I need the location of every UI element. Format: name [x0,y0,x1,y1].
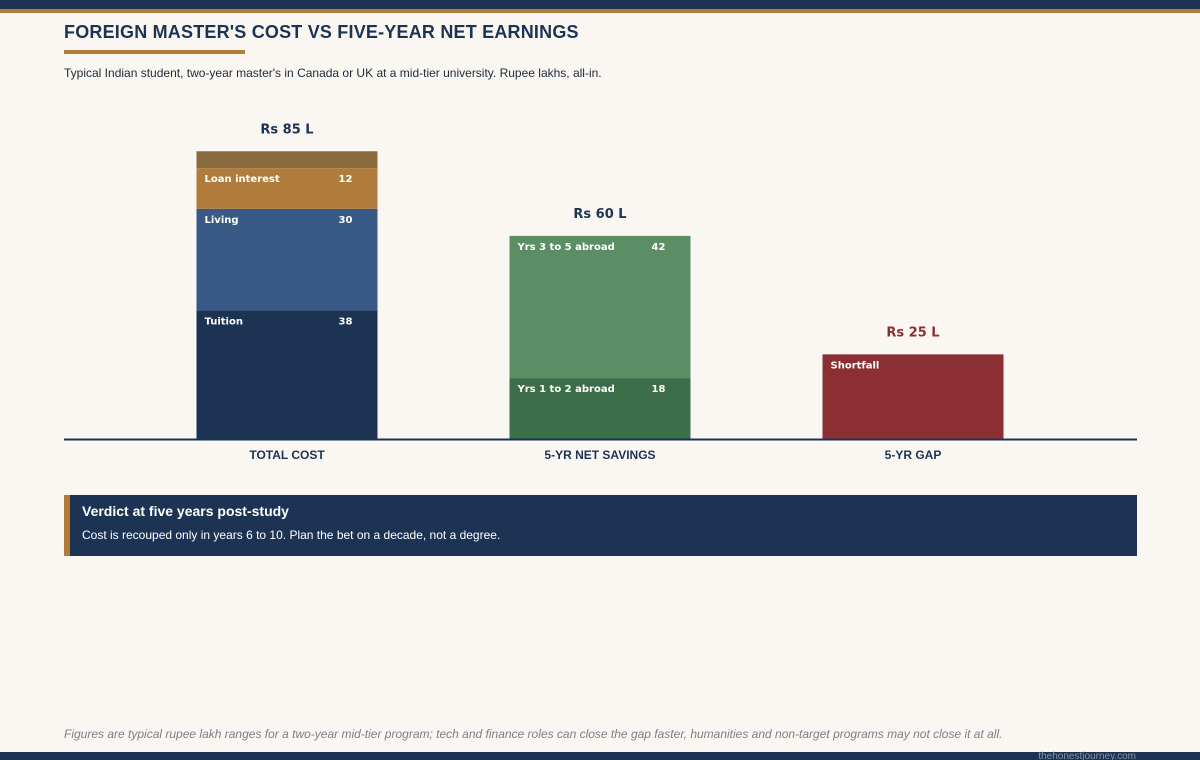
category-label: 5-YR GAP [885,448,942,462]
chart-subtitle: Typical Indian student, two-year master'… [64,66,602,80]
category-label: TOTAL COST [249,448,325,462]
bar-segment [509,235,691,379]
segment-value: 42 [652,242,666,253]
bar-total-label: Rs 60 L [573,207,626,222]
top-gold-stripe [0,9,1200,13]
bar-segment [196,310,378,439]
bottom-navy-band [0,752,1200,760]
category-label: 5-YR NET SAVINGS [544,448,655,462]
footnote: Figures are typical rupee lakh ranges fo… [64,727,1003,741]
segment-label: Tuition [205,316,243,327]
bar-total-label: Rs 85 L [260,122,313,137]
top-navy-band [0,0,1200,9]
verdict-body: Cost is recouped only in years 6 to 10. … [82,528,501,542]
bar-segment [509,378,691,439]
segment-value: 12 [339,174,353,185]
segment-value: 30 [339,215,353,226]
bar-segment [822,354,1004,439]
verdict-box: Verdict at five years post-study Cost is… [64,495,1137,556]
segment-label: Loan interest [205,174,280,185]
site-credit: thehonestjourney.com [1038,751,1136,760]
title-underline [64,50,245,54]
bar-segment [196,151,378,169]
segment-label: Shortfall [831,360,880,371]
bar-segment [196,208,378,311]
bar-total-label: Rs 25 L [886,325,939,340]
stacked-bar-chart: Tuition 38 Living 30 Loan interest 12 Rs 85 L T… [64,122,1137,462]
segment-label: Yrs 1 to 2 abroad [517,384,615,395]
segment-label: Yrs 3 to 5 abroad [517,242,615,253]
segment-value: 18 [652,384,666,395]
chart-title: FOREIGN MASTER'S COST VS FIVE-YEAR NET E… [64,22,579,42]
verdict-title: Verdict at five years post-study [82,503,289,519]
bar-segment [196,168,378,209]
segment-value: 38 [339,316,353,327]
verdict-accent-bar [64,495,70,556]
segment-label: Living [205,215,239,226]
